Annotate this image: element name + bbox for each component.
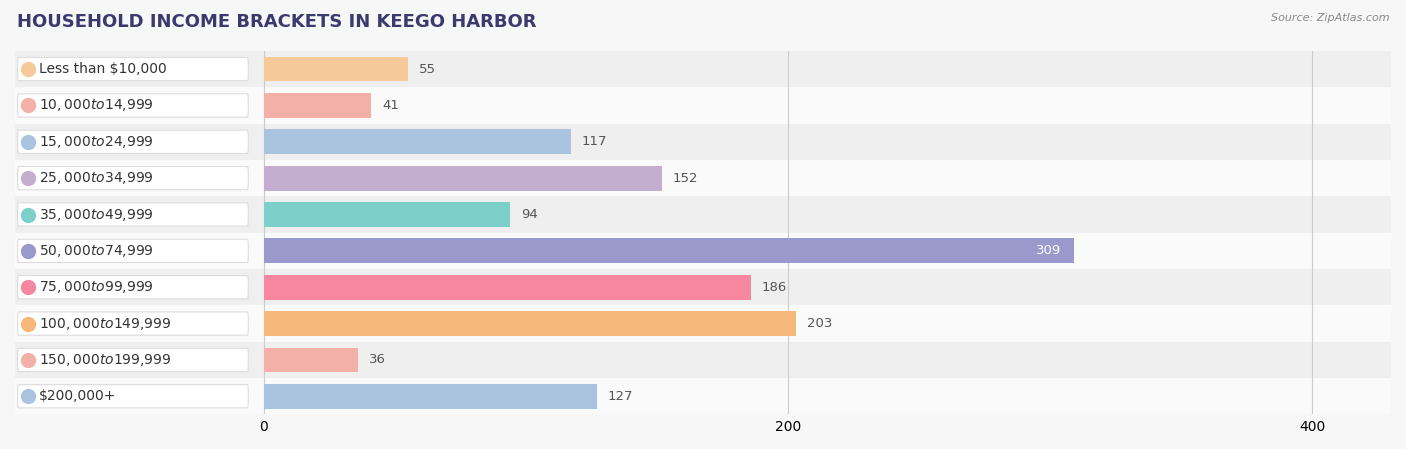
FancyBboxPatch shape [18, 57, 249, 81]
Text: Source: ZipAtlas.com: Source: ZipAtlas.com [1271, 13, 1389, 23]
Text: $35,000 to $49,999: $35,000 to $49,999 [38, 207, 153, 223]
Text: $15,000 to $24,999: $15,000 to $24,999 [38, 134, 153, 150]
FancyBboxPatch shape [18, 167, 249, 190]
Bar [264, 311, 796, 336]
Bar [15, 123, 1391, 160]
Text: 186: 186 [762, 281, 787, 294]
Bar [15, 233, 1391, 269]
FancyBboxPatch shape [18, 276, 249, 299]
Text: 55: 55 [419, 62, 436, 75]
Text: HOUSEHOLD INCOME BRACKETS IN KEEGO HARBOR: HOUSEHOLD INCOME BRACKETS IN KEEGO HARBO… [17, 13, 536, 31]
Text: $75,000 to $99,999: $75,000 to $99,999 [38, 279, 153, 295]
Bar [264, 202, 510, 227]
FancyBboxPatch shape [18, 385, 249, 408]
Text: $10,000 to $14,999: $10,000 to $14,999 [38, 97, 153, 114]
FancyBboxPatch shape [18, 130, 249, 154]
Bar [264, 384, 598, 409]
Bar [264, 93, 371, 118]
Bar [264, 348, 359, 372]
Text: 94: 94 [520, 208, 537, 221]
FancyBboxPatch shape [18, 312, 249, 335]
Bar [15, 378, 1391, 414]
Bar [15, 51, 1391, 87]
Bar [264, 129, 571, 154]
Text: 152: 152 [673, 172, 699, 185]
Text: Less than $10,000: Less than $10,000 [38, 62, 166, 76]
Text: $25,000 to $34,999: $25,000 to $34,999 [38, 170, 153, 186]
Bar [264, 166, 662, 190]
Bar [15, 196, 1391, 233]
Text: 127: 127 [607, 390, 633, 403]
Bar [15, 87, 1391, 123]
Bar [264, 238, 1074, 263]
Text: 36: 36 [368, 353, 385, 366]
Bar [15, 269, 1391, 305]
Text: $50,000 to $74,999: $50,000 to $74,999 [38, 243, 153, 259]
Text: $100,000 to $149,999: $100,000 to $149,999 [38, 316, 172, 331]
Text: 203: 203 [807, 317, 832, 330]
Text: 41: 41 [382, 99, 399, 112]
Bar [15, 342, 1391, 378]
FancyBboxPatch shape [18, 94, 249, 117]
FancyBboxPatch shape [18, 239, 249, 263]
Text: $150,000 to $199,999: $150,000 to $199,999 [38, 352, 172, 368]
Text: 117: 117 [581, 135, 606, 148]
FancyBboxPatch shape [18, 203, 249, 226]
Bar [264, 275, 751, 299]
Text: 309: 309 [1035, 244, 1060, 257]
FancyBboxPatch shape [18, 348, 249, 372]
Bar [15, 160, 1391, 196]
Bar [15, 305, 1391, 342]
Text: $200,000+: $200,000+ [38, 389, 115, 403]
Bar [264, 57, 408, 81]
